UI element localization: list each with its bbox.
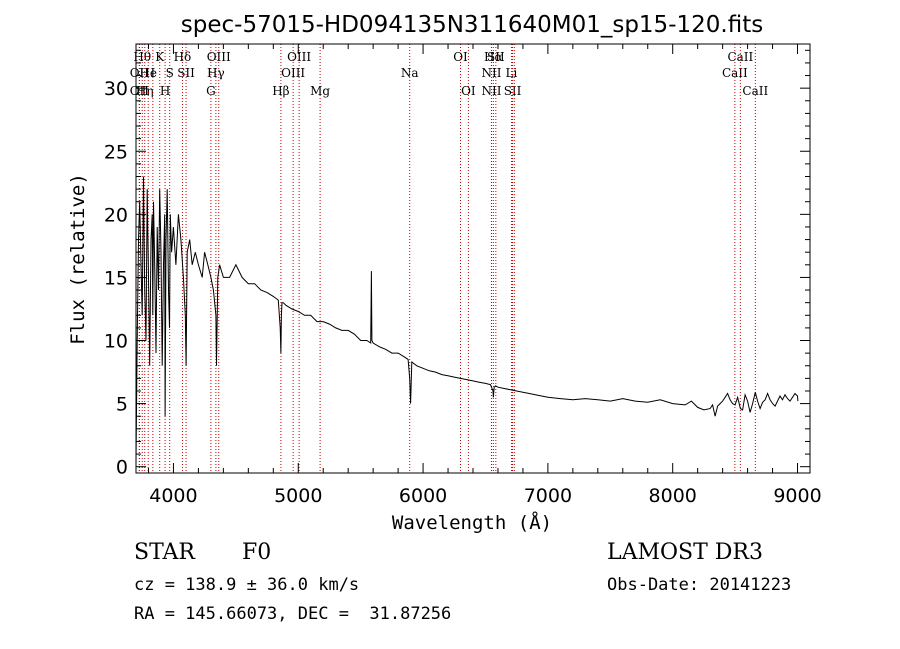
line-label: CaII: [727, 50, 753, 64]
line-label: OII: [130, 66, 150, 80]
y-tick-label: 30: [104, 78, 128, 100]
y-tick-label: 10: [104, 331, 128, 353]
line-label: S: [166, 66, 174, 80]
x-axis-label: Wavelength (Å): [392, 511, 552, 534]
line-label: SII: [504, 84, 522, 98]
line-label: He: [139, 66, 157, 80]
line-label: NII: [481, 66, 501, 80]
y-axis-label: Flux (relative): [67, 173, 89, 345]
y-tick-label: 15: [104, 267, 128, 289]
line-label: K: [155, 50, 165, 64]
line-label: OII: [130, 84, 150, 98]
line-label: SII: [177, 66, 195, 80]
line-label: CaII: [722, 66, 748, 80]
line-label: G: [206, 84, 216, 98]
spectrum-group: [135, 176, 799, 463]
y-tick-label: 25: [104, 141, 128, 163]
y-tick-label: 20: [104, 204, 128, 226]
subclass: F0: [242, 540, 272, 565]
line-label: Na: [401, 66, 419, 80]
x-tick-label: 4000: [149, 485, 197, 507]
obs-date: Obs-Date: 20141223: [607, 575, 792, 595]
survey-name: LAMOST DR3: [607, 540, 763, 565]
object-type: STAR: [134, 540, 195, 565]
line-label: OIII: [281, 66, 305, 80]
redshift-value: cz = 138.9 ± 36.0 km/s: [134, 575, 360, 595]
chart-title: spec-57015-HD094135N311640M01_sp15-120.f…: [181, 12, 763, 38]
line-label: OIII: [207, 50, 231, 64]
line-label: OIII: [287, 50, 311, 64]
line-label: Hβ: [272, 84, 289, 98]
line-label: SII: [487, 50, 505, 64]
y-tick-label: 0: [116, 457, 128, 479]
line-label: OI: [461, 84, 476, 98]
coordinates: RA = 145.66073, DEC = 31.87256: [134, 604, 452, 624]
line-label: Hθ: [133, 50, 151, 64]
line-label: Mg: [310, 84, 330, 98]
x-tick-label: 5000: [274, 485, 322, 507]
spectrum-line: [135, 176, 799, 463]
line-label: OI: [453, 50, 468, 64]
x-tick-label: 9000: [773, 485, 821, 507]
line-label: H: [160, 84, 170, 98]
line-label: NII: [481, 84, 501, 98]
line-label: Hγ: [207, 66, 225, 80]
x-tick-label: 8000: [649, 485, 697, 507]
line-label: Hα: [484, 50, 503, 64]
line-label: Hη: [136, 84, 154, 98]
line-label: I: [150, 66, 155, 80]
line-label: Hδ: [174, 50, 192, 64]
axes-group: 4000 5000 6000 7000 8000 9000 0 5 10 15 20 25 30: [104, 44, 822, 507]
line-label: Li: [506, 66, 518, 80]
x-tick-label: 6000: [399, 485, 447, 507]
x-tick-label: 7000: [524, 485, 572, 507]
y-tick-label: 5: [116, 394, 128, 416]
line-label: CaII: [742, 84, 768, 98]
